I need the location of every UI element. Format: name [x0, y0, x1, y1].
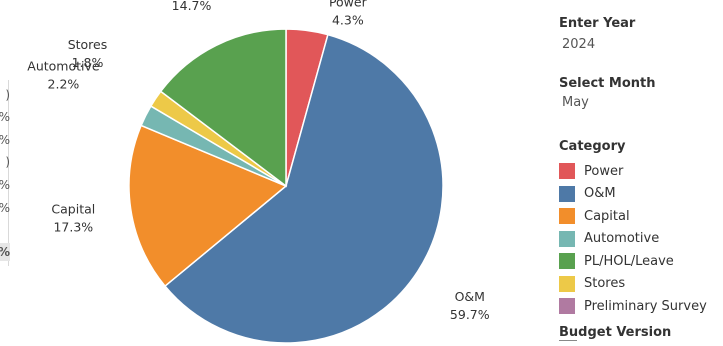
- year-filter-value[interactable]: 2024: [562, 37, 596, 52]
- slice-label: O&M 59.7%: [450, 289, 490, 322]
- slice-label: Capital 17.3%: [51, 202, 95, 235]
- table-border: [8, 80, 9, 266]
- table-cell: %: [0, 108, 10, 126]
- legend-label: Power: [584, 163, 624, 179]
- filter-legend-panel: Enter Year 2024 Select Month May Categor…: [559, 0, 723, 346]
- legend-item[interactable]: Capital: [559, 205, 707, 228]
- slice-label-value: 1.8%: [72, 55, 104, 70]
- slice-label-name: Capital: [51, 202, 95, 217]
- legend-swatch: [559, 208, 575, 225]
- slice-label: Stores 1.8%: [68, 37, 108, 70]
- month-filter-value[interactable]: May: [562, 95, 589, 110]
- legend-swatch: [559, 298, 575, 315]
- table-cell: ): [5, 88, 10, 102]
- pie-chart-area: Power 4.3% O&M 59.7% Capital 17.3% Automotive 2…: [27, 0, 490, 344]
- legend-item[interactable]: Stores: [559, 273, 707, 296]
- legend-item[interactable]: Preliminary Survey: [559, 295, 707, 318]
- legend-swatch: [559, 185, 575, 202]
- pie-slice[interactable]: [128, 124, 288, 288]
- slice-label-value: 14.7%: [172, 0, 212, 13]
- slice-label-value: 2.2%: [48, 76, 80, 91]
- month-filter-title: Select Month: [559, 76, 656, 91]
- slice-label: PL/HOL/Leave14.7%: [148, 0, 235, 13]
- slice-label-value: 17.3%: [53, 220, 93, 235]
- category-legend: Power O&M Capital Automotive PL/HOL/Leave Sto…: [559, 160, 707, 318]
- legend-swatch: [559, 275, 575, 292]
- slice-label-value: 4.3%: [332, 13, 364, 28]
- legend-swatch: [559, 253, 575, 270]
- slice-label: Power 4.3%: [329, 0, 368, 28]
- legend-item[interactable]: Power: [559, 160, 707, 183]
- legend-label: Stores: [584, 276, 626, 292]
- budget-version-title: Budget Version: [559, 325, 672, 340]
- pie-chart: Power 4.3% O&M 59.7% Capital 17.3% Automotive 2…: [27, 0, 490, 344]
- legend-label: Capital: [584, 208, 630, 224]
- slice-label-name: Stores: [68, 37, 108, 52]
- slice-label-name: Power: [329, 0, 368, 10]
- legend-swatch: [559, 230, 575, 247]
- legend-label: PL/HOL/Leave: [584, 253, 674, 269]
- slice-label-name: O&M: [455, 289, 485, 304]
- legend-title: Category: [559, 139, 626, 154]
- legend-label: Preliminary Survey: [584, 298, 707, 314]
- legend-item[interactable]: O&M: [559, 183, 707, 206]
- table-cell: ): [5, 155, 10, 169]
- slice-label-name: Automotive: [27, 58, 100, 73]
- table-total-cell: %: [0, 243, 10, 261]
- clipped-table-strip: ) % % ) % % %: [0, 0, 10, 346]
- slice-label: Automotive 2.2%: [27, 58, 100, 91]
- legend-label: Automotive: [584, 231, 660, 247]
- pie-slice[interactable]: [159, 28, 287, 188]
- table-cell: %: [0, 176, 10, 194]
- legend-item[interactable]: Automotive: [559, 228, 707, 251]
- pie-slice[interactable]: [163, 33, 444, 344]
- legend-item[interactable]: PL/HOL/Leave: [559, 250, 707, 273]
- slice-label-value: 59.7%: [450, 307, 490, 322]
- year-filter-title: Enter Year: [559, 16, 636, 31]
- table-cell: %: [0, 199, 10, 217]
- budget-version-dropdown[interactable]: [559, 340, 577, 341]
- table-cell: %: [0, 131, 10, 149]
- legend-label: O&M: [584, 186, 616, 202]
- legend-swatch: [559, 163, 575, 180]
